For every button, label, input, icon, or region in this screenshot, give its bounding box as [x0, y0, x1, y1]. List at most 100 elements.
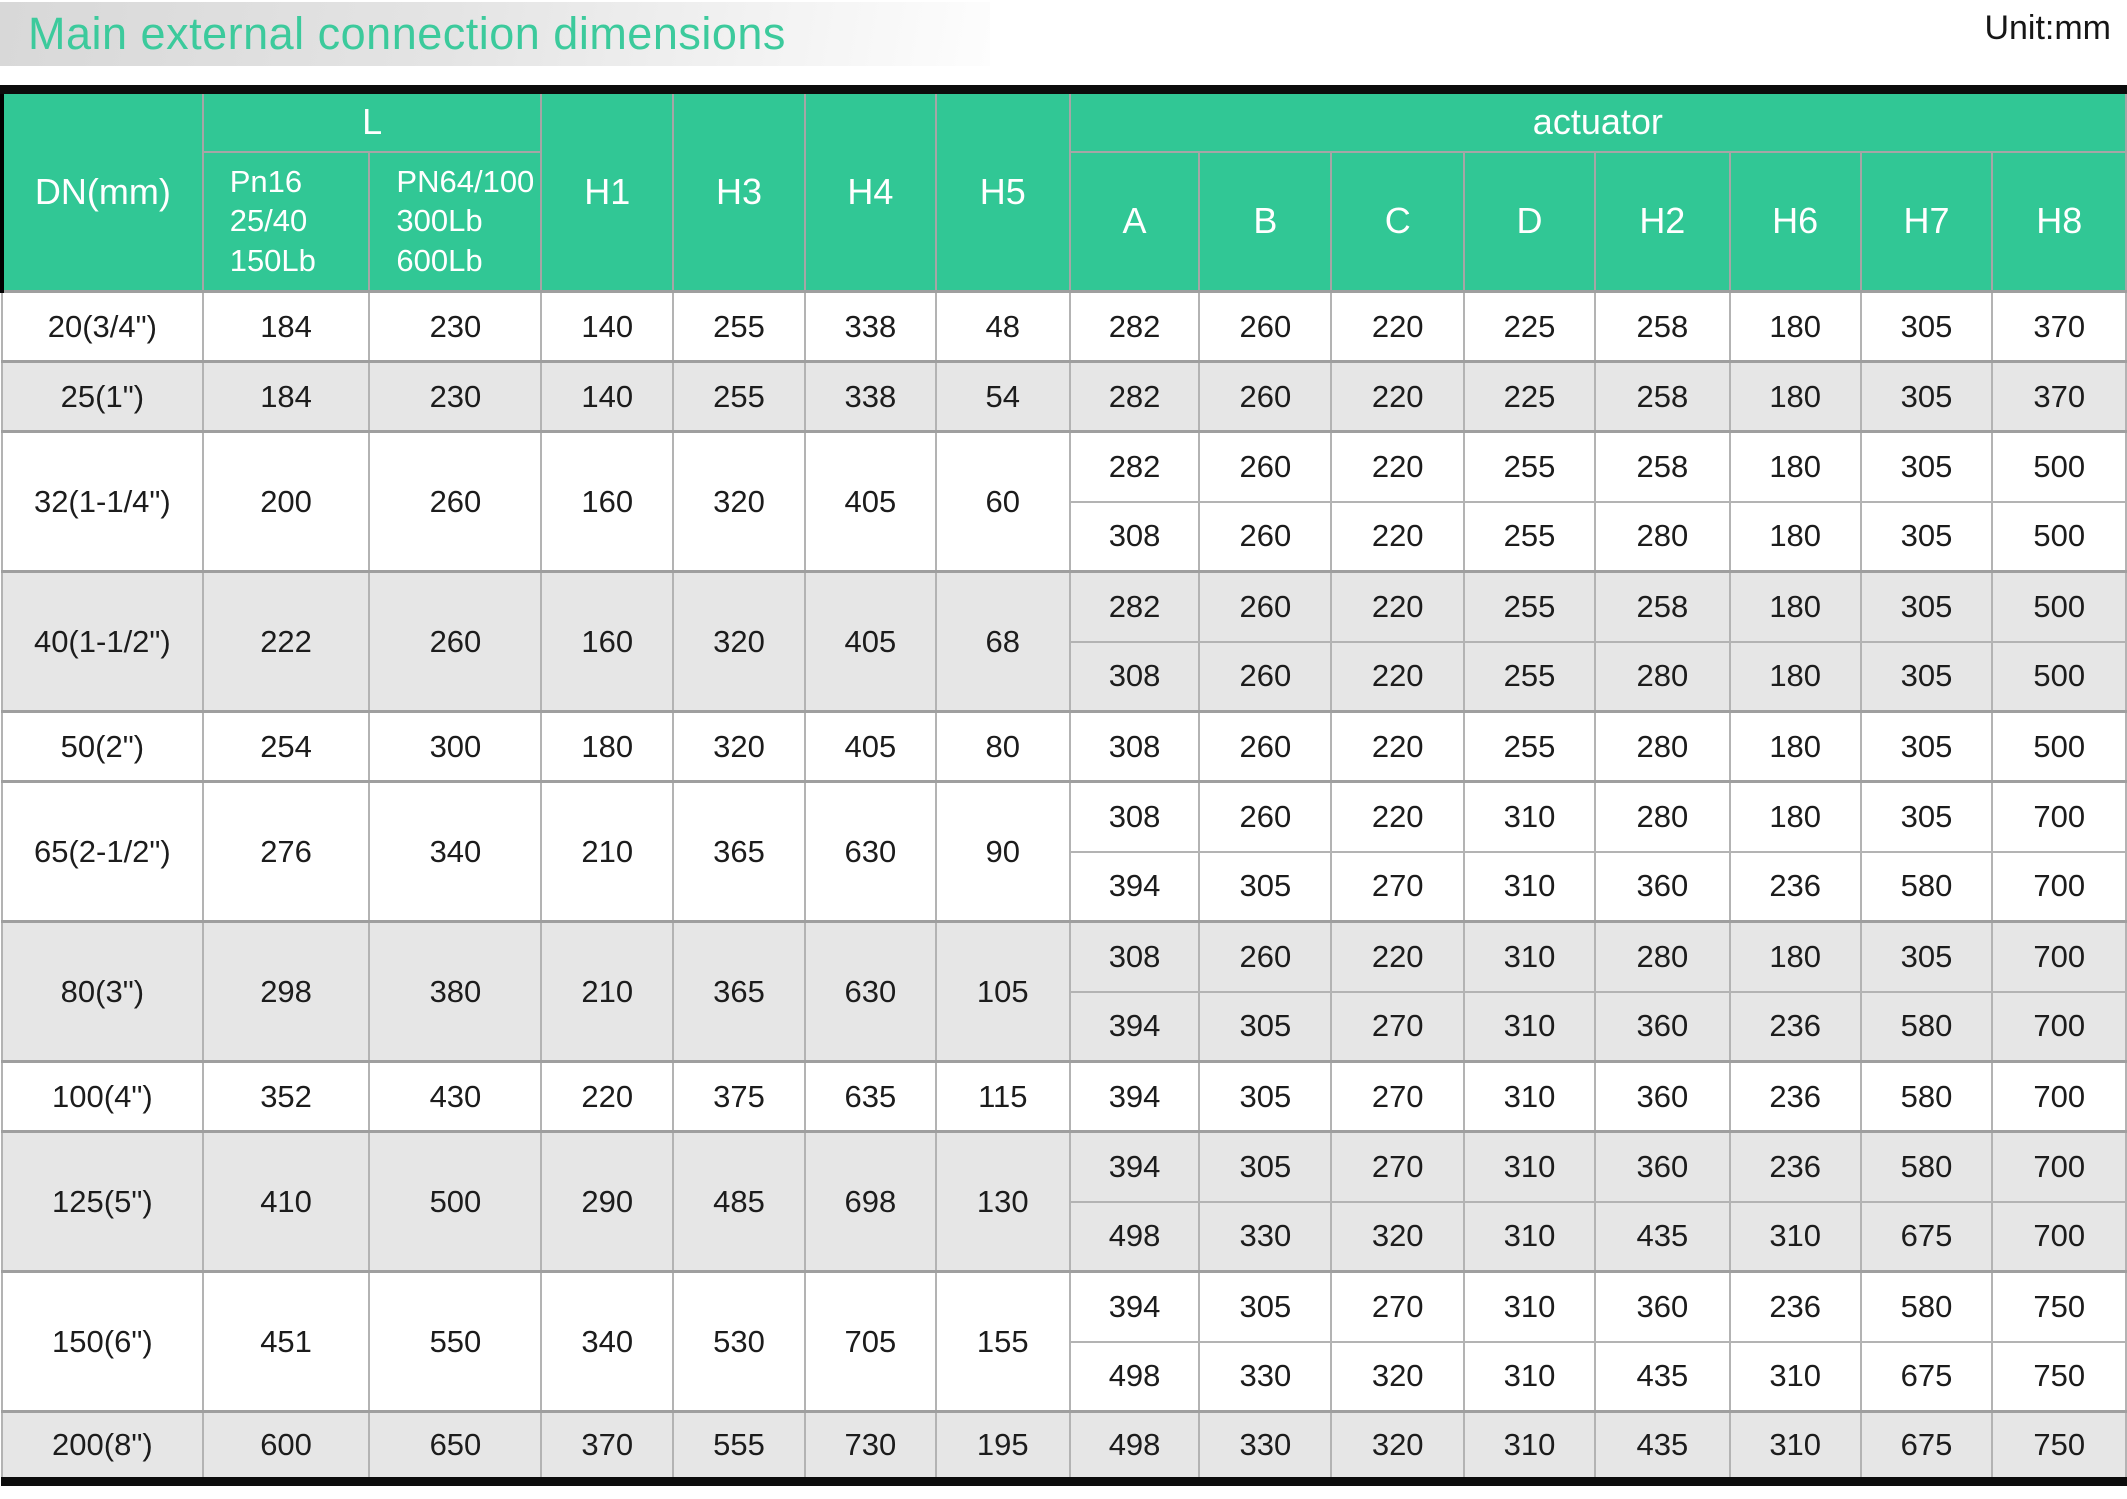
dimension-cell: 130: [934, 1130, 1071, 1273]
dimension-cell: 338: [803, 360, 937, 433]
dimension-cell: 210: [540, 780, 675, 923]
header-l-pn64: PN64/100 300Lb 600Lb: [368, 150, 543, 293]
actuator-cell: 310: [1463, 1410, 1596, 1483]
dimension-cell: 370: [540, 1410, 675, 1483]
dimension-cell: 105: [934, 920, 1071, 1063]
dn-cell: 40(1-1/2"): [1, 570, 204, 713]
header-actuator-h8: H8: [1991, 150, 2127, 293]
actuator-cell: 360: [1593, 1130, 1731, 1203]
actuator-cell: 580: [1859, 850, 1994, 923]
header-actuator-d: D: [1463, 150, 1596, 293]
actuator-cell: 220: [1330, 360, 1466, 433]
dimension-cell: 320: [672, 570, 806, 713]
dimension-cell: 180: [540, 710, 675, 783]
actuator-cell: 280: [1593, 500, 1731, 573]
dimension-cell: 260: [368, 430, 543, 573]
actuator-cell: 305: [1198, 850, 1333, 923]
dimensions-table: DN(mm) L H1 H3 H4 H5 actuator Pn16 25/40…: [0, 85, 2127, 1486]
actuator-cell: 255: [1463, 430, 1596, 503]
dimension-cell: 200: [201, 430, 371, 573]
actuator-cell: 305: [1859, 500, 1994, 573]
dn-cell: 200(8"): [1, 1410, 204, 1483]
header-actuator-h7: H7: [1859, 150, 1994, 293]
dimension-cell: 298: [201, 920, 371, 1063]
table-row: 394 305 270 310 360 236 580 700: [2, 850, 2127, 923]
dimension-cell: 260: [368, 570, 543, 713]
actuator-cell: 270: [1330, 990, 1466, 1063]
actuator-cell: 282: [1068, 570, 1201, 643]
actuator-cell: 394: [1068, 1270, 1201, 1343]
actuator-cell: 220: [1330, 780, 1466, 853]
actuator-cell: 700: [1991, 1060, 2127, 1133]
dimension-cell: 60: [934, 430, 1071, 573]
actuator-cell: 310: [1463, 780, 1596, 853]
dn-cell: 25(1"): [1, 360, 204, 433]
dimension-cell: 730: [803, 1410, 937, 1483]
dimension-cell: 405: [803, 570, 937, 713]
actuator-cell: 700: [1991, 1200, 2127, 1273]
dimension-cell: 320: [672, 430, 806, 573]
actuator-cell: 225: [1463, 360, 1596, 433]
dimension-cell: 54: [934, 360, 1071, 433]
actuator-cell: 180: [1728, 500, 1862, 573]
dimension-cell: 320: [672, 710, 806, 783]
actuator-cell: 258: [1593, 360, 1731, 433]
header-h1: H1: [540, 88, 675, 293]
actuator-cell: 394: [1068, 850, 1201, 923]
dimension-cell: 630: [803, 780, 937, 923]
actuator-cell: 310: [1728, 1340, 1862, 1413]
dimension-cell: 405: [803, 710, 937, 783]
actuator-cell: 310: [1463, 1060, 1596, 1133]
table-row: 498 330 320 310 435 310 675 700: [2, 1200, 2127, 1273]
actuator-cell: 700: [1991, 850, 2127, 923]
dimension-cell: 160: [540, 570, 675, 713]
dimension-cell: 222: [201, 570, 371, 713]
actuator-cell: 258: [1593, 570, 1731, 643]
actuator-cell: 260: [1198, 780, 1333, 853]
table-row: 50(2") 254 300 180 320 405 80 308 260 220 255 280 18…: [1, 710, 2127, 783]
actuator-cell: 360: [1593, 1060, 1731, 1133]
dn-cell: 20(3/4"): [1, 290, 204, 363]
actuator-cell: 500: [1991, 500, 2127, 573]
actuator-cell: 270: [1330, 850, 1466, 923]
actuator-cell: 220: [1330, 430, 1466, 503]
table-row: 498 330 320 310 435 310 675 750: [2, 1340, 2127, 1413]
actuator-cell: 500: [1991, 570, 2127, 643]
actuator-cell: 500: [1991, 430, 2127, 503]
header-h4: H4: [803, 88, 937, 293]
actuator-cell: 280: [1593, 640, 1731, 713]
actuator-cell: 360: [1593, 990, 1731, 1063]
actuator-cell: 360: [1593, 1270, 1731, 1343]
actuator-cell: 498: [1068, 1410, 1201, 1483]
actuator-cell: 750: [1991, 1270, 2127, 1343]
dimension-cell: 255: [672, 290, 806, 363]
actuator-cell: 258: [1593, 290, 1731, 363]
header-h5: H5: [934, 88, 1071, 293]
dimension-cell: 340: [540, 1270, 675, 1413]
actuator-cell: 310: [1463, 1130, 1596, 1203]
actuator-cell: 750: [1991, 1340, 2127, 1413]
dimension-cell: 90: [934, 780, 1071, 923]
actuator-cell: 310: [1463, 1200, 1596, 1273]
actuator-cell: 305: [1859, 290, 1994, 363]
dimension-cell: 230: [368, 360, 543, 433]
actuator-cell: 236: [1728, 850, 1862, 923]
dimension-cell: 160: [540, 430, 675, 573]
dimension-cell: 365: [672, 920, 806, 1063]
dimension-cell: 115: [934, 1060, 1071, 1133]
actuator-cell: 260: [1198, 430, 1333, 503]
table-row: 65(2-1/2") 276 340 210 365 630 90 308 260 220 310 2…: [1, 780, 2127, 923]
actuator-cell: 580: [1859, 1060, 1994, 1133]
dn-cell: 150(6"): [1, 1270, 204, 1413]
table-row: 40(1-1/2") 222 260 160 320 405 68 282 260 220 255 2…: [1, 570, 2127, 713]
actuator-cell: 435: [1593, 1200, 1731, 1273]
actuator-cell: 310: [1728, 1200, 1862, 1273]
actuator-cell: 282: [1068, 290, 1201, 363]
dimension-cell: 338: [803, 290, 937, 363]
actuator-cell: 270: [1330, 1130, 1466, 1203]
actuator-cell: 258: [1593, 430, 1731, 503]
table-row: 25(1") 184 230 140 255 338 54 282 260 220 225 258 18…: [1, 360, 2127, 433]
dimension-cell: 276: [201, 780, 371, 923]
actuator-cell: 180: [1728, 570, 1862, 643]
dn-cell: 125(5"): [1, 1130, 204, 1273]
